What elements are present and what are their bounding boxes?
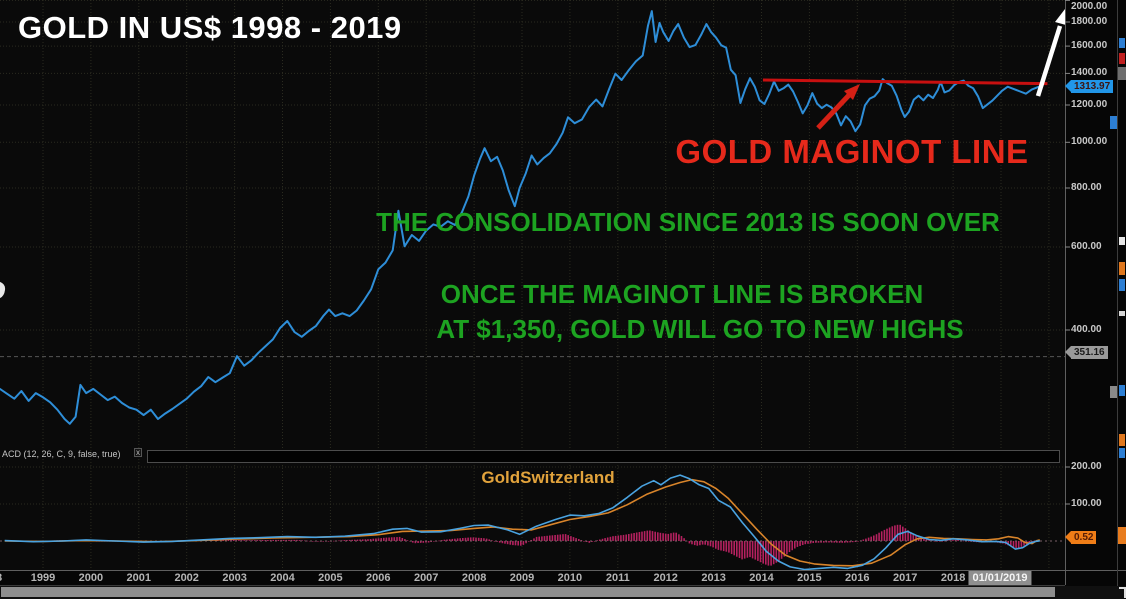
indicator-marker — [1119, 311, 1125, 316]
clipped-label-fragment — [0, 281, 6, 299]
annotation-consolidation: THE CONSOLIDATION SINCE 2013 IS SOON OVE… — [376, 207, 1000, 237]
price-label: 2000.00 — [1071, 1, 1108, 12]
price-label: 200.00 — [1071, 461, 1102, 472]
indicator-marker — [1118, 527, 1126, 544]
indicator-marker — [1119, 279, 1125, 291]
last-price-tag: 1313.97 — [1064, 80, 1114, 93]
year-label: 2008 — [461, 572, 487, 584]
price-label: 1200.00 — [1071, 99, 1108, 110]
year-label: 2010 — [557, 572, 583, 584]
annotation-new-highs: AT $1,350, GOLD WILL GO TO NEW HIGHS — [436, 314, 964, 344]
year-label: 2001 — [126, 572, 152, 584]
macd-value-tag: 0.52 — [1064, 531, 1097, 544]
indicator-marker — [1119, 434, 1125, 446]
indicator-header-box[interactable] — [147, 450, 1060, 463]
price-label: 1400.00 — [1071, 67, 1108, 79]
close-icon[interactable]: x — [134, 448, 142, 457]
maginot-resistance-line — [762, 78, 1048, 86]
right-strip-markers — [1110, 38, 1126, 544]
year-label: 2007 — [413, 572, 439, 584]
indicator-marker — [1119, 38, 1125, 48]
year-label: 2009 — [509, 572, 535, 584]
axis-ticks — [1065, 0, 1070, 505]
year-label: 2014 — [749, 572, 774, 584]
price-level-tag: 351.16 — [1065, 346, 1108, 359]
year-label: 2015 — [797, 572, 822, 584]
year-label-partial: 8 — [0, 572, 2, 584]
price-label: 400.00 — [1071, 324, 1102, 335]
indicator-marker — [1110, 116, 1117, 129]
up-arrow-icon — [1035, 9, 1066, 97]
gold-price-line — [0, 10, 1041, 425]
indicator-marker — [1119, 448, 1125, 458]
price-label: 1000.00 — [1071, 136, 1108, 148]
indicator-marker — [1119, 53, 1125, 64]
year-label: 2005 — [318, 572, 343, 584]
year-label: 2013 — [701, 572, 726, 584]
year-label: 2011 — [605, 572, 630, 584]
annotation-maginot-broken: ONCE THE MAGINOT LINE IS BROKEN — [440, 279, 924, 309]
indicator-marker — [1119, 385, 1125, 396]
price-label: 100.00 — [1071, 498, 1102, 509]
macd-line — [4, 474, 1040, 570]
year-label: 1999 — [30, 572, 56, 584]
price-label: 600.00 — [1071, 240, 1102, 252]
watermark-goldswitzerland: GoldSwitzerland — [481, 468, 615, 487]
price-label: 800.00 — [1071, 182, 1102, 194]
scrollbar-thumb[interactable] — [1, 587, 1055, 597]
year-label: 2016 — [845, 572, 870, 584]
macd-indicator-label[interactable]: ACD (12, 26, C, 9, false, true) — [2, 449, 121, 459]
resize-corner-icon[interactable] — [1119, 587, 1126, 598]
year-label: 2018 — [940, 572, 966, 584]
year-label: 2004 — [270, 572, 295, 584]
chart-title: GOLD IN US$ 1998 - 2019 — [18, 10, 402, 45]
red-arrow-icon — [816, 84, 860, 130]
price-label: 1600.00 — [1071, 40, 1108, 52]
indicator-marker — [1119, 262, 1125, 275]
last-date-badge: 01/01/2019 — [968, 571, 1032, 585]
price-label: 1800.00 — [1071, 15, 1108, 27]
gridlines — [0, 0, 1065, 570]
indicator-marker — [1118, 67, 1126, 80]
maginot-line-label: GOLD MAGINOT LINE — [675, 133, 1029, 170]
year-label: 2006 — [366, 572, 391, 584]
indicator-marker — [1119, 237, 1125, 245]
year-label: 2003 — [222, 572, 247, 584]
plot-background — [0, 0, 1065, 570]
year-label: 2012 — [653, 572, 678, 584]
indicator-marker — [1110, 386, 1117, 398]
year-label: 2002 — [174, 572, 199, 584]
year-label: 2000 — [78, 572, 104, 584]
year-label: 2017 — [892, 572, 918, 584]
